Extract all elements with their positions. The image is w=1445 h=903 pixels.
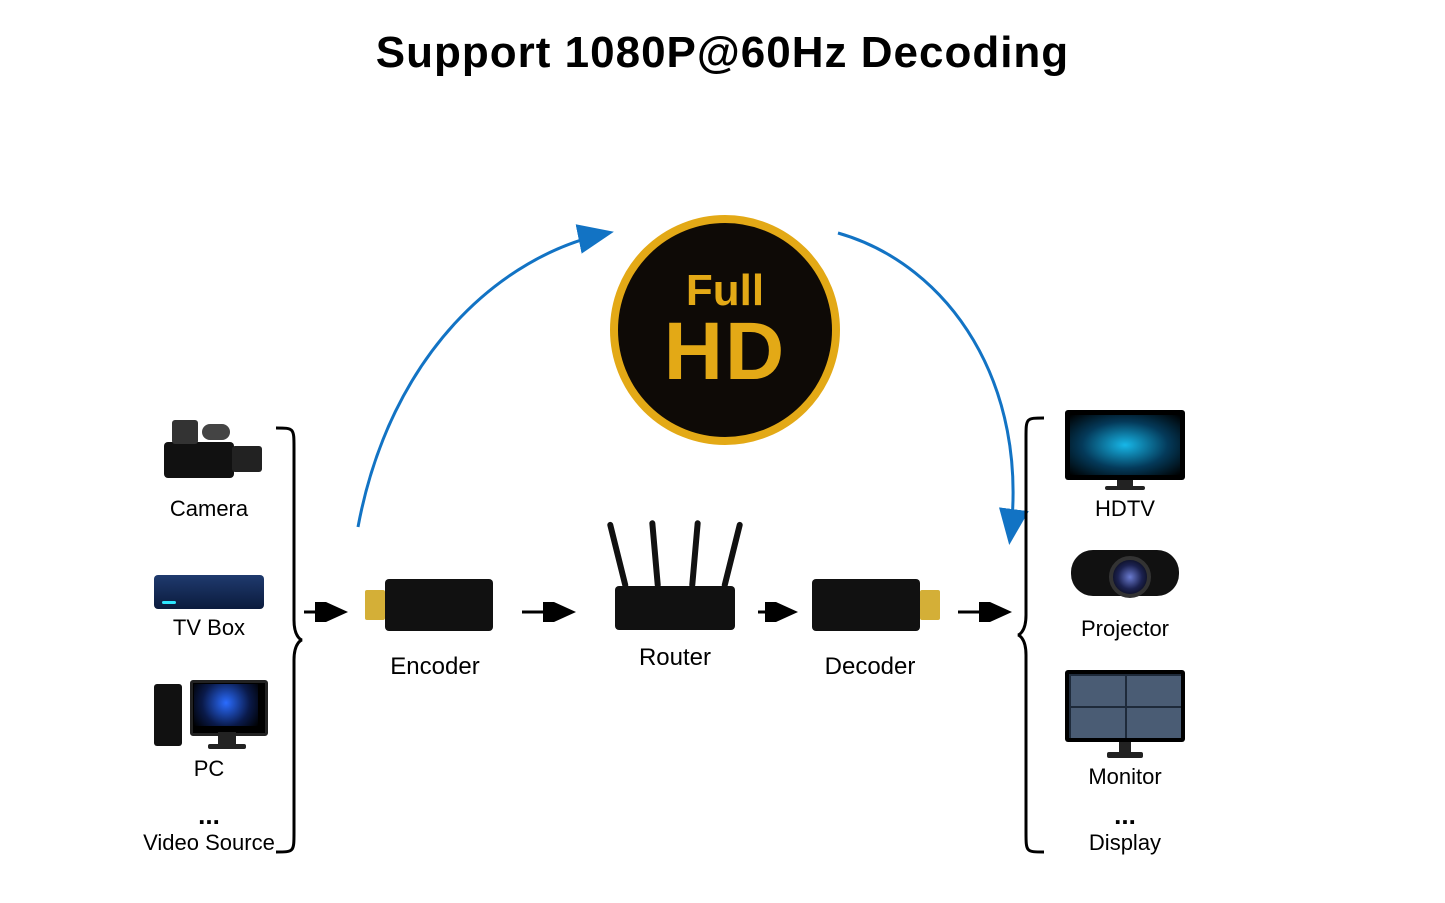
- displays-ellipsis: ...: [1055, 800, 1195, 831]
- monitor-label: Monitor: [1055, 764, 1195, 790]
- display-hdtv: HDTV: [1055, 410, 1195, 522]
- badge-line2: HD: [664, 313, 786, 391]
- sources-ellipsis: ...: [144, 800, 274, 831]
- diagram-canvas: Support 1080P@60Hz Decoding Full HD Came…: [0, 0, 1445, 903]
- hdtv-label: HDTV: [1055, 496, 1195, 522]
- arrow-4: [956, 602, 1018, 622]
- arc-arrow-left: [350, 215, 670, 535]
- source-pc: PC: [144, 680, 274, 782]
- router-label: Router: [585, 644, 765, 672]
- pc-label: PC: [144, 756, 274, 782]
- monitor-icon: [1065, 670, 1185, 758]
- display-monitor: Monitor: [1055, 670, 1195, 790]
- source-tvbox: TV Box: [144, 575, 274, 641]
- arrow-2: [520, 602, 582, 622]
- camera-label: Camera: [144, 496, 274, 522]
- pc-icon: [154, 680, 264, 750]
- source-camera: Camera: [144, 420, 274, 522]
- decoder-node: Decoder: [790, 575, 950, 681]
- page-title: Support 1080P@60Hz Decoding: [0, 28, 1445, 78]
- projector-label: Projector: [1055, 616, 1195, 642]
- encoder-label: Encoder: [355, 653, 515, 681]
- camera-icon: [154, 420, 264, 490]
- left-bracket: [272, 420, 312, 860]
- decoder-icon: [800, 575, 940, 635]
- encoder-node: Encoder: [355, 575, 515, 681]
- router-node: Router: [585, 520, 765, 672]
- encoder-icon: [365, 575, 505, 635]
- sources-group-label: Video Source: [124, 830, 294, 856]
- arrow-1: [302, 602, 354, 622]
- projector-icon: [1065, 540, 1185, 610]
- tvbox-icon: [154, 575, 264, 609]
- arrow-3: [756, 602, 804, 622]
- displays-group-label: Display: [1055, 830, 1195, 856]
- right-bracket: [1016, 410, 1056, 860]
- display-projector: Projector: [1055, 540, 1195, 642]
- tvbox-label: TV Box: [144, 615, 274, 641]
- hdtv-icon: [1065, 410, 1185, 490]
- decoder-label: Decoder: [790, 653, 950, 681]
- router-icon: [605, 520, 745, 630]
